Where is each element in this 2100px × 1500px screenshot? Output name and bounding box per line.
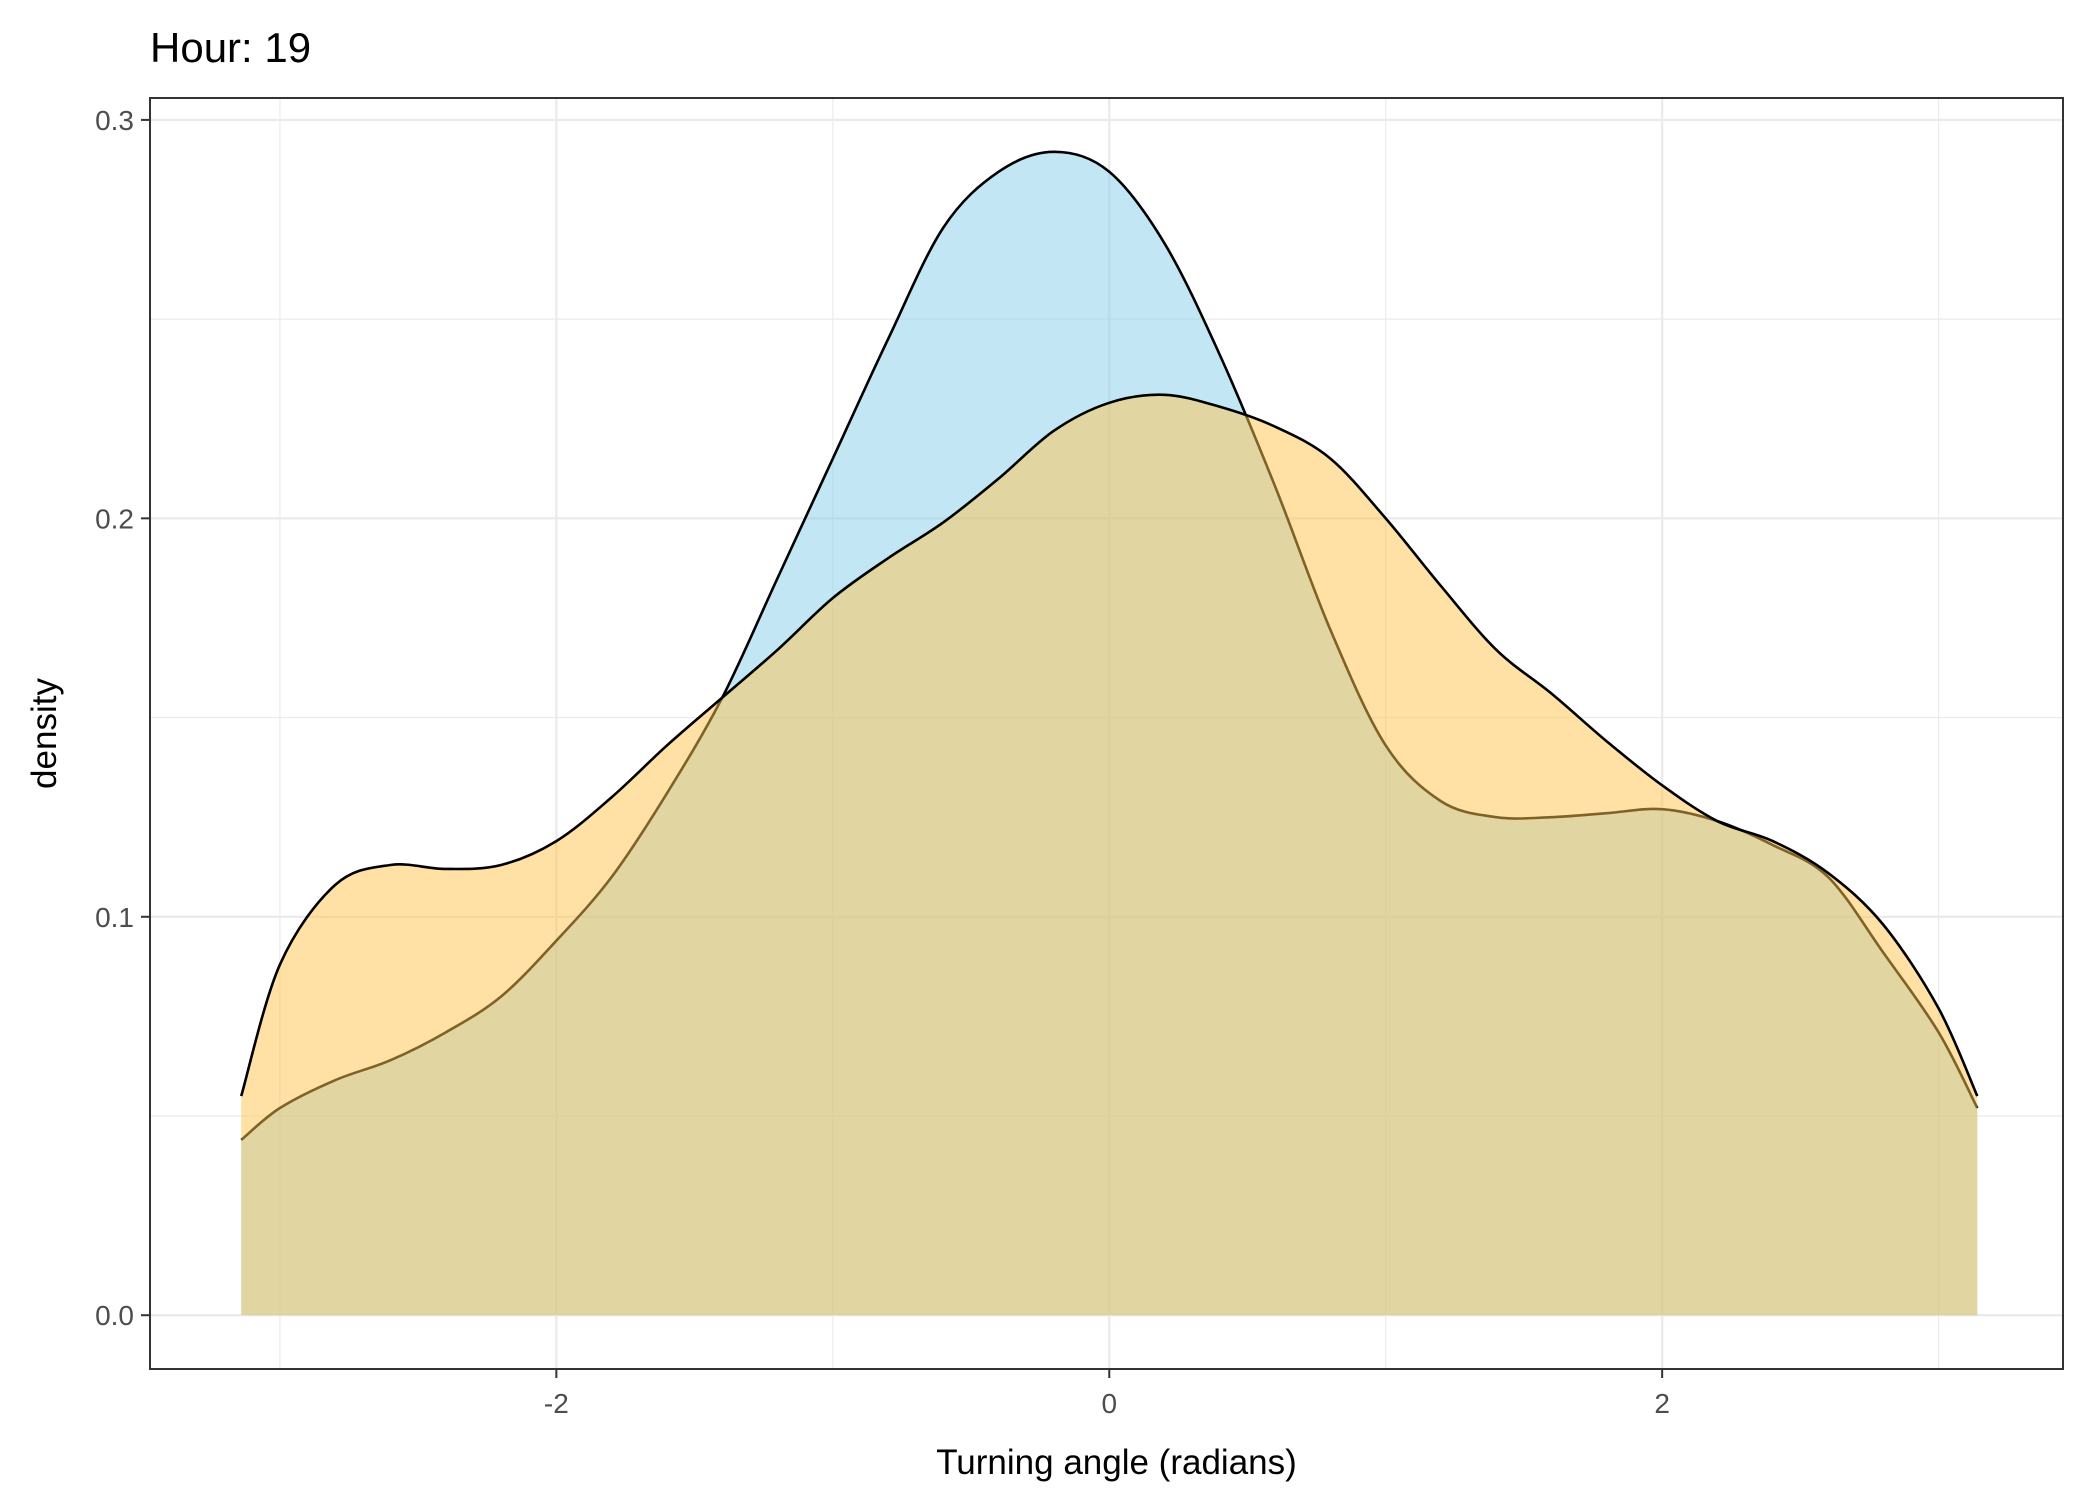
plot-title: Hour: 19 <box>150 24 311 71</box>
y-tick-label: 0.1 <box>95 902 134 933</box>
y-tick-label: 0.0 <box>95 1300 134 1331</box>
plot-panel-border <box>149 97 2064 1370</box>
x-tick-label: 0 <box>1101 1388 1117 1419</box>
y-axis-title: density <box>25 678 64 789</box>
y-tick-label: 0.3 <box>95 105 134 136</box>
density-area-2 <box>241 394 1978 1316</box>
x-tick-label: -2 <box>544 1388 569 1419</box>
density-areas <box>239 150 1979 1316</box>
x-axis-title: Turning angle (radians) <box>936 1443 1297 1482</box>
density-curve-2 <box>239 393 1979 1097</box>
y-tick-label: 0.2 <box>95 503 134 534</box>
x-tick-label: 2 <box>1654 1388 1670 1419</box>
axes: -2 0 2 0.0 0.1 0.2 0.3 <box>95 105 1670 1419</box>
